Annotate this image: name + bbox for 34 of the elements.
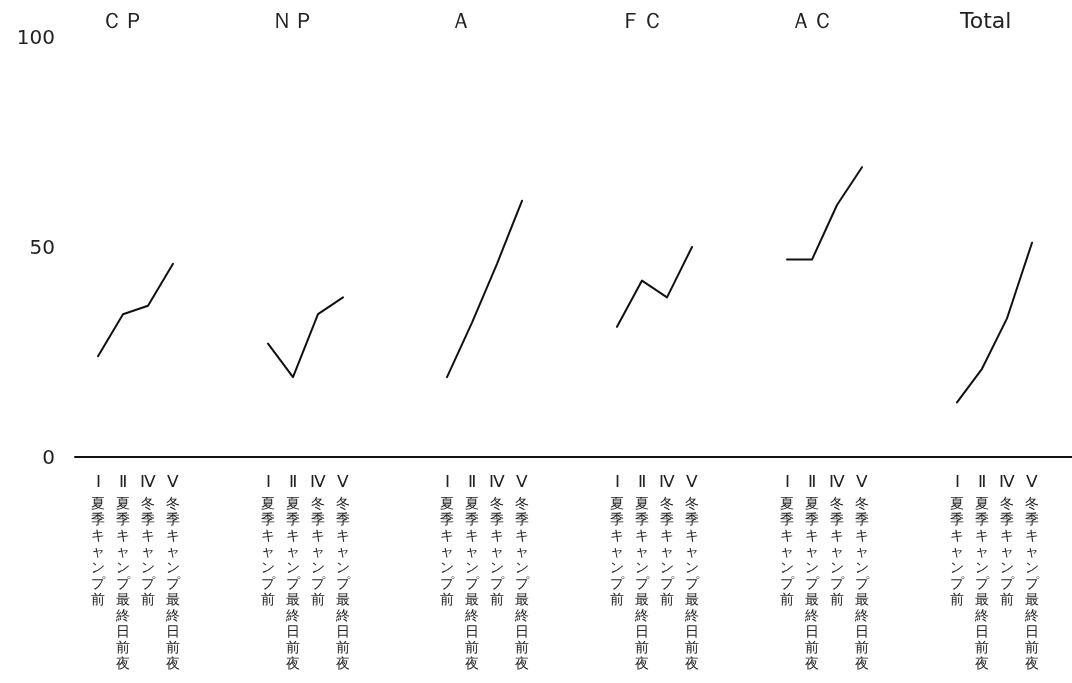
- x-tick-label: Ⅰ 夏季キャンプ前: [440, 471, 455, 607]
- y-tick-label: 50: [29, 235, 55, 259]
- category-label: Ⅴ 冬季キャンプ最終日前夜: [685, 471, 699, 671]
- y-tick-label: 0: [42, 445, 55, 469]
- x-tick-label: Ⅰ 夏季キャンプ前: [91, 471, 106, 607]
- category-label: Ⅱ 夏季キャンプ最終日前夜: [286, 471, 300, 671]
- x-tick-label: Ⅳ 冬季キャンプ前: [829, 471, 845, 607]
- x-tick-label: Ⅳ 冬季キャンプ前: [140, 471, 156, 607]
- x-tick-label: Ⅳ 冬季キャンプ前: [659, 471, 675, 607]
- category-label: Ⅴ 冬季キャンプ最終日前夜: [515, 471, 529, 671]
- category-label: Ⅴ 冬季キャンプ最終日前夜: [336, 471, 350, 671]
- category-label: Ⅱ 夏季キャンプ最終日前夜: [805, 471, 819, 671]
- line-series: [97, 262, 174, 358]
- chart-title: ＮＰ: [271, 7, 315, 33]
- x-tick-label: Ⅰ 夏季キャンプ前: [261, 471, 276, 607]
- chart-title: ＡＣ: [790, 7, 834, 33]
- category-label: Ⅱ 夏季キャンプ最終日前夜: [635, 471, 649, 671]
- category-label: Ⅱ 夏季キャンプ最終日前夜: [116, 471, 130, 671]
- x-tick-label: Ⅳ 冬季キャンプ前: [310, 471, 326, 607]
- y-tick-label: 100: [16, 25, 55, 49]
- category-label: Ⅱ 夏季キャンプ最終日前夜: [975, 471, 989, 671]
- chart-title: ＦＣ: [620, 7, 664, 33]
- category-label: Ⅱ 夏季キャンプ最終日前夜: [465, 471, 479, 671]
- x-tick-label: Ⅳ 冬季キャンプ前: [999, 471, 1015, 607]
- chart-title: ＣＰ: [101, 7, 145, 33]
- category-label: Ⅴ 冬季キャンプ最終日前夜: [855, 471, 869, 671]
- category-label: Ⅴ 冬季キャンプ最終日前夜: [1025, 471, 1039, 671]
- category-label: Ⅴ 冬季キャンプ最終日前夜: [166, 471, 180, 671]
- chart-title: Total: [959, 7, 1012, 33]
- x-tick-label: Ⅰ 夏季キャンプ前: [610, 471, 625, 607]
- x-tick-label: Ⅳ 冬季キャンプ前: [489, 471, 505, 607]
- chart-title: Ａ: [450, 7, 472, 33]
- x-tick-label: Ⅰ 夏季キャンプ前: [780, 471, 795, 607]
- x-tick-label: Ⅰ 夏季キャンプ前: [950, 471, 965, 607]
